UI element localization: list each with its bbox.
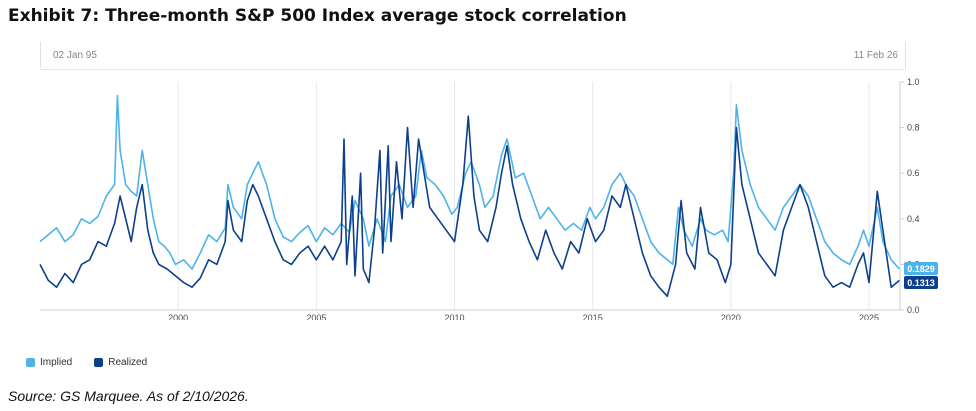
chart-series-group: [39, 94, 900, 298]
legend-label-implied: Implied: [40, 357, 73, 368]
badge-text: 0.1829: [907, 264, 935, 274]
series-line-implied: [39, 94, 900, 270]
legend-swatch-implied: [26, 358, 35, 367]
x-tick-label: 2010: [445, 313, 465, 320]
x-tick-label: 2025: [859, 313, 879, 320]
chart-axes: 2000200520102015202020250.00.20.40.60.81…: [40, 77, 920, 320]
chart-legend: Implied Realized: [26, 357, 147, 368]
chart-title: Exhibit 7: Three-month S&P 500 Index ave…: [8, 6, 627, 26]
badge-bg: [904, 261, 938, 275]
range-divider: [40, 69, 906, 70]
y-tick-label: 0.0: [907, 305, 920, 315]
range-start-label: 02 Jan 95: [53, 50, 97, 61]
correlation-line-chart[interactable]: 2000200520102015202020250.00.20.40.60.81…: [0, 70, 976, 320]
date-range-selector[interactable]: 02 Jan 95 11 Feb 26: [40, 42, 906, 70]
last-value-badge-realized: 0.1313: [904, 275, 938, 289]
source-note: Source: GS Marquee. As of 2/10/2026.: [8, 388, 249, 404]
legend-item-realized[interactable]: Realized: [94, 357, 147, 368]
badge-bg: [904, 275, 938, 289]
badge-text: 0.1313: [907, 278, 935, 288]
y-tick-label: 0.4: [907, 214, 920, 224]
range-end-label: 11 Feb 26: [853, 50, 898, 61]
x-tick-label: 2020: [721, 313, 741, 320]
x-tick-label: 2000: [168, 313, 188, 320]
series-line-realized: [39, 115, 900, 298]
y-tick-label: 0.6: [907, 168, 920, 178]
legend-label-realized: Realized: [108, 357, 148, 368]
legend-item-implied[interactable]: Implied: [26, 357, 72, 368]
y-tick-label: 1.0: [907, 77, 920, 87]
x-tick-label: 2005: [306, 313, 326, 320]
chart-gridlines: [177, 82, 870, 310]
range-end-handle[interactable]: [905, 42, 906, 68]
chart-value-labels: 0.1829 0.1313: [904, 261, 938, 289]
last-value-badge-implied: 0.1829: [904, 261, 938, 275]
x-tick-label: 2015: [583, 313, 603, 320]
legend-swatch-realized: [94, 358, 104, 367]
range-start-handle[interactable]: [40, 42, 41, 68]
y-tick-label: 0.8: [907, 123, 920, 133]
